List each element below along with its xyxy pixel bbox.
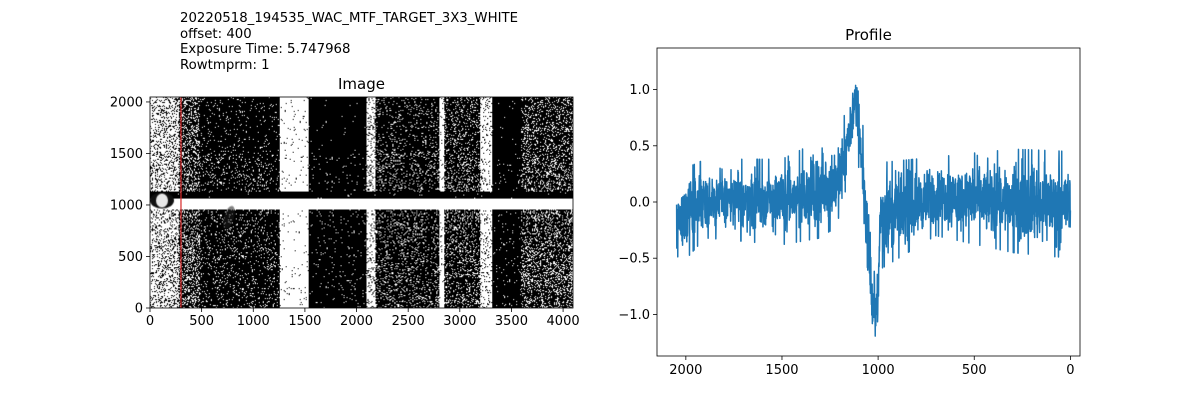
x-tick-label: 1500 bbox=[765, 363, 798, 378]
image-frame bbox=[149, 96, 574, 309]
x-tick-label: 500 bbox=[962, 363, 987, 378]
x-tick-label: 3000 bbox=[443, 314, 476, 329]
y-tick-label: 1000 bbox=[110, 198, 143, 213]
x-tick-label: 2000 bbox=[669, 363, 702, 378]
x-tick-label: 1000 bbox=[862, 363, 895, 378]
rowtmprm-label: Rowtmprm: 1 bbox=[180, 57, 270, 73]
y-tick-label: 500 bbox=[118, 250, 143, 265]
header-info: 20220518_194535_WAC_MTF_TARGET_3X3_WHITE… bbox=[180, 11, 518, 73]
exposure-label: Exposure Time: 5.747968 bbox=[180, 42, 351, 57]
offset-label: offset: 400 bbox=[180, 26, 252, 42]
y-tick-label: 0.0 bbox=[629, 196, 650, 211]
profile-line bbox=[675, 84, 1072, 337]
y-tick-label: 0 bbox=[135, 302, 143, 317]
x-tick-label: 0 bbox=[1066, 363, 1074, 378]
y-tick-label: 2000 bbox=[110, 95, 143, 110]
x-tick-label: 500 bbox=[189, 314, 214, 329]
y-tick-label: 0.5 bbox=[629, 139, 650, 154]
profile-title: Profile bbox=[845, 26, 892, 44]
image-heatmap bbox=[150, 97, 573, 308]
y-tick-label: −0.5 bbox=[618, 252, 650, 267]
x-tick-label: 0 bbox=[146, 314, 154, 329]
y-tick-label: 1.0 bbox=[629, 83, 650, 98]
x-tick-label: 2500 bbox=[392, 314, 425, 329]
y-tick-label: 1500 bbox=[110, 147, 143, 162]
image-panel: Image 0 500 1000 1500 2000 2500 3000 3500 4000 0 50… bbox=[110, 75, 580, 329]
image-title: Image bbox=[338, 75, 385, 93]
x-tick-label: 4000 bbox=[547, 314, 580, 329]
x-tick-label: 1500 bbox=[288, 314, 321, 329]
x-tick-label: 3500 bbox=[495, 314, 528, 329]
x-tick-label: 2000 bbox=[340, 314, 373, 329]
filename-label: 20220518_194535_WAC_MTF_TARGET_3X3_WHITE bbox=[180, 11, 519, 26]
y-tick-label: −1.0 bbox=[618, 308, 650, 323]
x-tick-label: 1000 bbox=[237, 314, 270, 329]
profile-panel: Profile 2000 1500 1000 500 0 −1.0 −0.5 0.0 0.5 1.0 bbox=[618, 26, 1081, 378]
